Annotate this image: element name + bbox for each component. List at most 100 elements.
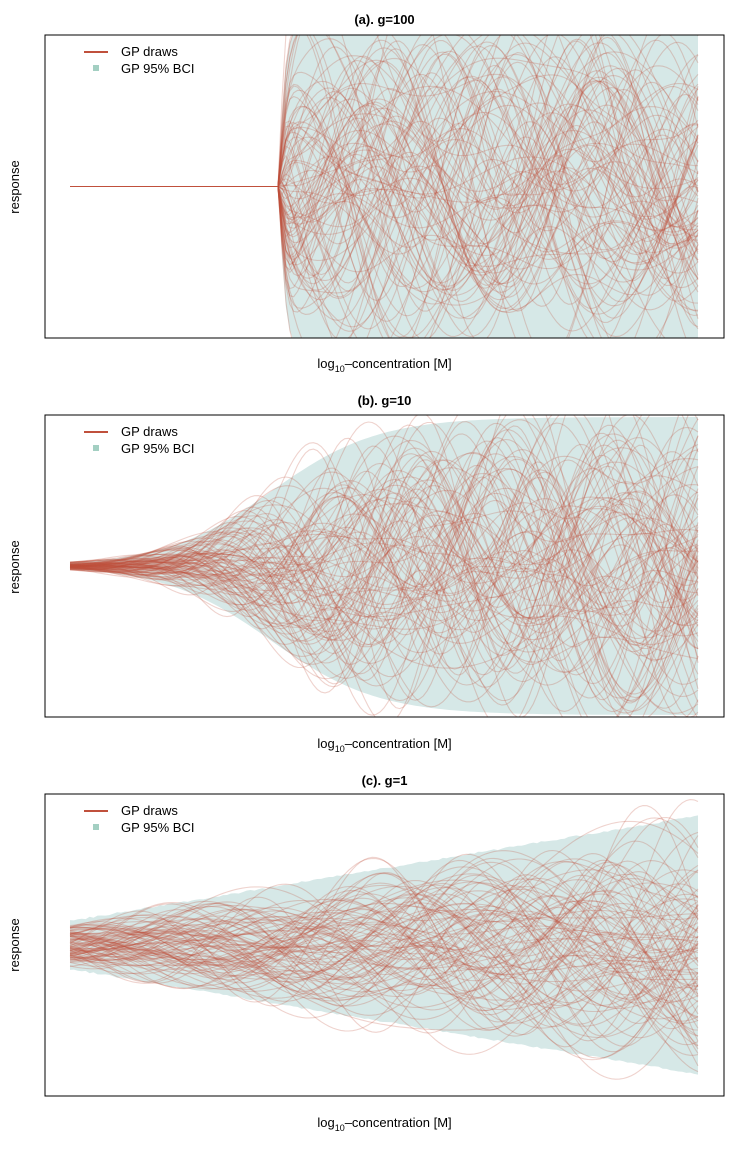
gp-draw-line <box>70 117 699 338</box>
gp-draw-line <box>69 485 699 654</box>
gp-draw-line <box>69 433 698 675</box>
x-axis-label: log10–concentration [M] <box>317 736 451 754</box>
gp-draw-line <box>70 103 699 248</box>
gp-draw-line <box>69 452 699 714</box>
gp-draw-line <box>69 418 699 644</box>
gp-draw-line <box>69 816 699 980</box>
gp-draw-line <box>70 35 699 338</box>
gp-draw-line <box>70 453 699 683</box>
gp-draw-line <box>69 415 680 701</box>
gp-draw-line <box>69 498 699 650</box>
gp-draw-line <box>69 415 699 680</box>
gp-draw-line <box>70 35 699 305</box>
gp-draw-line <box>70 73 699 338</box>
gp-draw-line <box>69 820 699 985</box>
gp-draw-line <box>69 497 699 592</box>
legend-label-draws: GP draws <box>121 44 178 59</box>
gp-draw-line <box>69 874 699 1053</box>
gp-draw-line <box>69 422 699 708</box>
gp-draw-line <box>69 439 699 698</box>
gp-draw-line <box>70 73 699 264</box>
gp-draw-line <box>69 437 699 610</box>
gp-draw-line <box>69 878 699 995</box>
chart-title: (a). g=100 <box>354 12 414 27</box>
gp-draw-line <box>69 799 699 1048</box>
gp-draw-line <box>69 817 699 980</box>
gp-draw-line <box>69 472 699 679</box>
gp-draw-line <box>69 909 699 1059</box>
gp-draws <box>69 799 699 1080</box>
gp-draw-line <box>70 54 699 274</box>
gp-draw-line <box>70 106 699 309</box>
gp-draw-line <box>70 39 699 313</box>
y-axis-label: response <box>7 540 22 593</box>
gp-draw-line <box>70 40 699 286</box>
gp-draw-line <box>69 429 699 636</box>
gp-draw-line <box>69 871 699 1031</box>
bci-band <box>70 815 698 1075</box>
gp-draw-line <box>69 435 699 663</box>
gp-draw-line <box>70 35 699 288</box>
gp-draw-line <box>70 421 699 688</box>
gp-draw-line <box>69 437 699 662</box>
gp-draw-line <box>70 82 699 338</box>
gp-draw-line <box>69 477 699 655</box>
gp-draw-line <box>70 69 699 307</box>
gp-draw-line <box>69 530 699 714</box>
gp-draw-line <box>69 908 699 1008</box>
gp-draw-line <box>69 831 699 1028</box>
gp-draw-line <box>70 35 699 305</box>
gp-draw-line <box>69 853 699 1007</box>
gp-draw-line <box>69 415 699 703</box>
gp-draw-line <box>69 895 699 1007</box>
gp-draw-line <box>69 914 699 996</box>
gp-draw-line <box>69 451 699 717</box>
gp-draw-line <box>70 117 699 319</box>
gp-draw-line <box>69 439 699 717</box>
gp-draw-line <box>69 914 699 1061</box>
gp-draw-line <box>69 893 699 1015</box>
gp-draw-line <box>70 57 699 276</box>
gp-draw-line <box>69 906 699 1022</box>
gp-draw-line <box>69 415 699 627</box>
gp-draw-line <box>70 481 699 664</box>
gp-draw-line <box>69 870 699 1025</box>
gp-draw-line <box>69 877 699 1046</box>
gp-draw-line <box>70 47 699 286</box>
gp-draw-line <box>69 912 699 999</box>
gp-draw-line <box>69 882 699 1029</box>
gp-draw-line <box>69 895 699 1004</box>
gp-draw-line <box>69 917 698 976</box>
gp-draw-line <box>70 107 699 338</box>
legend-label-bci: GP 95% BCI <box>121 61 194 76</box>
gp-draw-line <box>70 102 698 311</box>
gp-draw-line <box>70 415 699 717</box>
gp-draw-line <box>69 930 699 975</box>
gp-draw-line <box>70 126 699 218</box>
gp-draw-line <box>69 909 699 969</box>
gp-draw-line <box>69 900 699 990</box>
gp-draw-line <box>69 905 699 1013</box>
gp-draw-line <box>69 890 699 1004</box>
gp-draw-line <box>70 122 699 311</box>
gp-draw-line <box>70 53 699 338</box>
gp-draw-line <box>70 502 699 639</box>
gp-draw-line <box>69 860 699 1019</box>
gp-draw-line <box>69 909 699 1022</box>
gp-draw-line <box>69 860 699 1003</box>
gp-draw-line <box>69 496 699 686</box>
gp-draw-line <box>69 444 699 710</box>
legend-label-bci: GP 95% BCI <box>121 820 194 835</box>
gp-draw-line <box>70 458 699 717</box>
gp-draw-line <box>70 35 699 338</box>
gp-draw-line <box>70 448 699 627</box>
gp-draw-line <box>70 52 699 330</box>
legend: GP draws GP 95% BCI <box>84 803 194 835</box>
bci-band <box>70 417 698 715</box>
gp-draw-line <box>69 492 699 616</box>
gp-draw-line <box>70 492 699 701</box>
gp-draw-line <box>69 520 699 642</box>
gp-draw-line <box>69 884 699 1027</box>
gp-draw-line <box>69 415 699 639</box>
